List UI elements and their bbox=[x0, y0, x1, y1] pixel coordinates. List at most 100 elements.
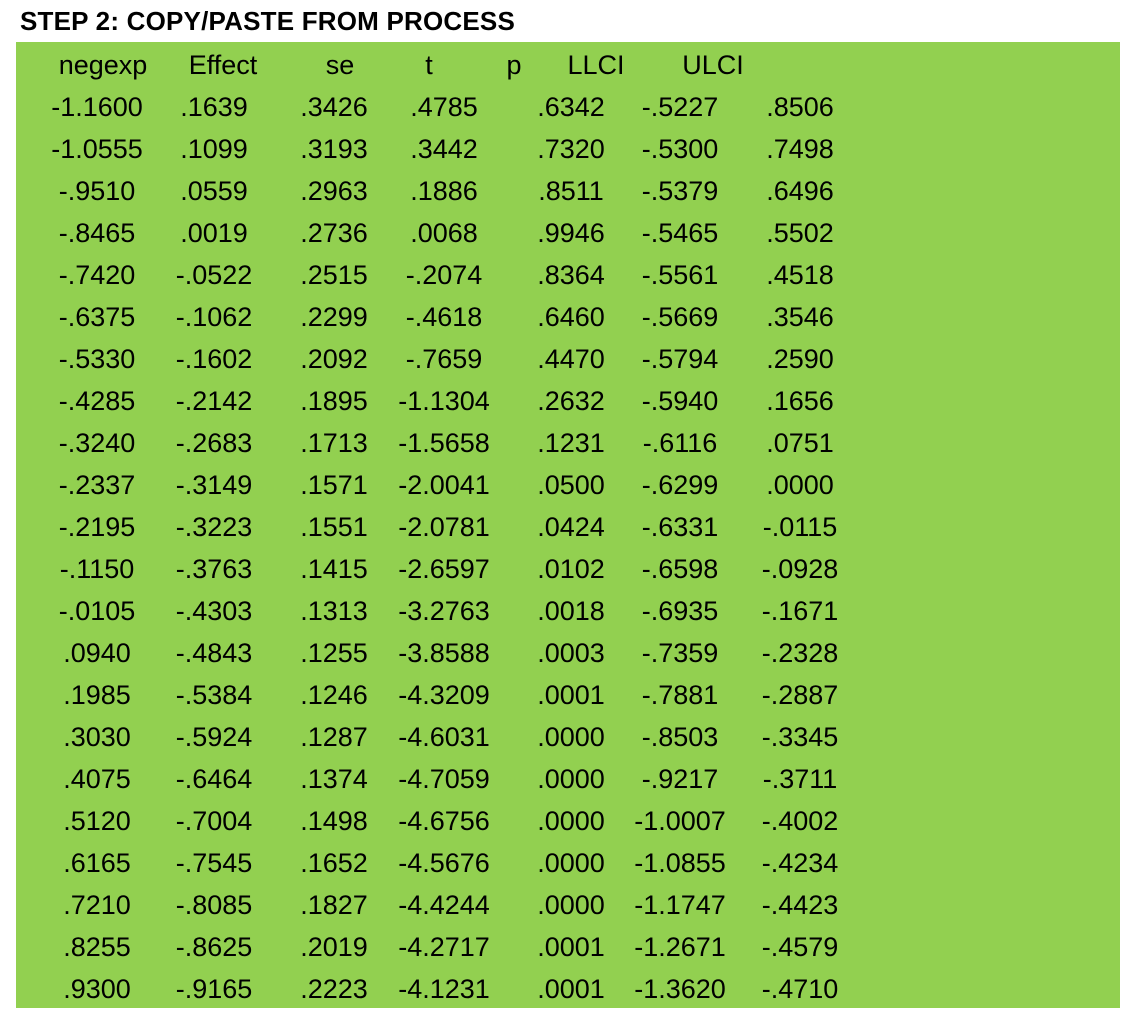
cell-t: -4.2717 bbox=[398, 932, 490, 962]
cell-negexp: -.2337 bbox=[58, 470, 136, 500]
cell-ulci: .2590 bbox=[766, 344, 834, 374]
cell-negexp: -.4285 bbox=[58, 386, 136, 416]
cell-se: .2515 bbox=[300, 260, 368, 290]
cell-t: -4.1231 bbox=[398, 974, 490, 1004]
cell-se: .1415 bbox=[300, 554, 368, 584]
cell-effect: -.4843 bbox=[175, 638, 253, 668]
cell-t: -2.0041 bbox=[398, 470, 490, 500]
cell-llci: -1.3620 bbox=[634, 974, 726, 1004]
cell-t: -4.5676 bbox=[398, 848, 490, 878]
cell-llci: -1.1747 bbox=[634, 890, 726, 920]
table-row: .8255 -.8625 .2019 -4.2717 .0001 -1.2671 -.457… bbox=[16, 926, 1120, 968]
cell-ulci: -.2887 bbox=[761, 680, 839, 710]
cell-se: .1827 bbox=[300, 890, 368, 920]
cell-effect: .1639 bbox=[180, 92, 248, 122]
header-ulci: ULCI bbox=[682, 50, 744, 80]
cell-se: .2299 bbox=[300, 302, 368, 332]
table-row: .0940 -.4843 .1255 -3.8588 .0003 -.7359 -.2328 bbox=[16, 632, 1120, 674]
process-output-table: negexp Effect se t p LLCI ULCI -1.1600 .1639 .34… bbox=[16, 42, 1120, 1008]
cell-llci: -.5300 bbox=[641, 134, 719, 164]
cell-llci: -.5465 bbox=[641, 218, 719, 248]
cell-negexp: -.7420 bbox=[58, 260, 136, 290]
cell-ulci: -.3345 bbox=[761, 722, 839, 752]
cell-llci: -.6935 bbox=[641, 596, 719, 626]
cell-llci: -1.2671 bbox=[634, 932, 726, 962]
cell-effect: -.2683 bbox=[175, 428, 253, 458]
cell-p: .8364 bbox=[537, 260, 605, 290]
cell-ulci: .4518 bbox=[766, 260, 834, 290]
cell-effect: -.7004 bbox=[175, 806, 253, 836]
cell-t: -1.1304 bbox=[398, 386, 490, 416]
table-row: .1985 -.5384 .1246 -4.3209 .0001 -.7881 -.2887 bbox=[16, 674, 1120, 716]
table-row: .9300 -.9165 .2223 -4.1231 .0001 -1.3620 -.471… bbox=[16, 968, 1120, 1010]
header-se: se bbox=[325, 50, 355, 80]
cell-llci: -1.0855 bbox=[634, 848, 726, 878]
cell-effect: -.9165 bbox=[175, 974, 253, 1004]
cell-ulci: -.4579 bbox=[761, 932, 839, 962]
cell-effect: -.1062 bbox=[175, 302, 253, 332]
cell-p: .1231 bbox=[537, 428, 605, 458]
table-row: -.9510 .0559 .2963 .1886 .8511 -.5379 .6496 bbox=[16, 170, 1120, 212]
cell-negexp: .9300 bbox=[63, 974, 131, 1004]
cell-effect: .0019 bbox=[180, 218, 248, 248]
table-row: -.0105 -.4303 .1313 -3.2763 .0018 -.6935 -.167… bbox=[16, 590, 1120, 632]
table-row: -.1150 -.3763 .1415 -2.6597 .0102 -.6598 -.092… bbox=[16, 548, 1120, 590]
cell-se: .2736 bbox=[300, 218, 368, 248]
cell-t: -4.4244 bbox=[398, 890, 490, 920]
cell-p: .0424 bbox=[537, 512, 605, 542]
cell-effect: -.4303 bbox=[175, 596, 253, 626]
cell-llci: -.7881 bbox=[641, 680, 719, 710]
table-row: -.2195 -.3223 .1551 -2.0781 .0424 -.6331 -.011… bbox=[16, 506, 1120, 548]
table-row: -.2337 -.3149 .1571 -2.0041 .0500 -.6299 .0000 bbox=[16, 464, 1120, 506]
cell-ulci: .0751 bbox=[766, 428, 834, 458]
cell-se: .1498 bbox=[300, 806, 368, 836]
cell-effect: -.6464 bbox=[175, 764, 253, 794]
cell-negexp: -.1150 bbox=[59, 554, 135, 584]
table-row: -.5330 -.1602 .2092 -.7659 .4470 -.5794 .2590 bbox=[16, 338, 1120, 380]
cell-negexp: -1.1600 bbox=[51, 92, 143, 122]
cell-ulci: .0000 bbox=[766, 470, 834, 500]
header-row: negexp Effect se t p LLCI ULCI bbox=[16, 44, 1120, 86]
table-row: -1.0555 .1099 .3193 .3442 .7320 -.5300 .7498 bbox=[16, 128, 1120, 170]
cell-negexp: -.0105 bbox=[58, 596, 136, 626]
cell-se: .1551 bbox=[300, 512, 368, 542]
cell-t: -.4618 bbox=[405, 302, 483, 332]
cell-effect: -.3223 bbox=[175, 512, 253, 542]
cell-ulci: -.2328 bbox=[761, 638, 839, 668]
cell-llci: -.5379 bbox=[641, 176, 719, 206]
cell-p: .0018 bbox=[537, 596, 605, 626]
cell-p: .0001 bbox=[537, 932, 605, 962]
cell-ulci: -.0928 bbox=[761, 554, 839, 584]
cell-effect: -.8625 bbox=[175, 932, 253, 962]
cell-t: -.7659 bbox=[405, 344, 483, 374]
header-effect: Effect bbox=[188, 50, 258, 80]
table-row: -.3240 -.2683 .1713 -1.5658 .1231 -.6116 .0751 bbox=[16, 422, 1120, 464]
cell-effect: -.5384 bbox=[175, 680, 253, 710]
cell-t: -4.7059 bbox=[398, 764, 490, 794]
cell-se: .1571 bbox=[300, 470, 368, 500]
cell-ulci: -.1671 bbox=[761, 596, 839, 626]
cell-effect: .0559 bbox=[180, 176, 248, 206]
cell-llci: -.5669 bbox=[641, 302, 719, 332]
table-row: -.6375 -.1062 .2299 -.4618 .6460 -.5669 .3546 bbox=[16, 296, 1120, 338]
cell-p: .4470 bbox=[537, 344, 605, 374]
cell-negexp: .3030 bbox=[63, 722, 131, 752]
cell-t: .1886 bbox=[410, 176, 478, 206]
cell-t: -4.6756 bbox=[398, 806, 490, 836]
table-row: -.7420 -.0522 .2515 -.2074 .8364 -.5561 .4518 bbox=[16, 254, 1120, 296]
cell-p: .2632 bbox=[537, 386, 605, 416]
cell-llci: -.5794 bbox=[641, 344, 719, 374]
cell-llci: -.6331 bbox=[641, 512, 719, 542]
table-row: .5120 -.7004 .1498 -4.6756 .0000 -1.0007 -.400… bbox=[16, 800, 1120, 842]
table-row: -.4285 -.2142 .1895 -1.1304 .2632 -.5940 .1656 bbox=[16, 380, 1120, 422]
cell-p: .6342 bbox=[537, 92, 605, 122]
cell-p: .7320 bbox=[537, 134, 605, 164]
cell-effect: -.5924 bbox=[175, 722, 253, 752]
cell-p: .0000 bbox=[537, 764, 605, 794]
cell-p: .0001 bbox=[537, 680, 605, 710]
cell-negexp: .6165 bbox=[63, 848, 131, 878]
cell-t: -4.6031 bbox=[398, 722, 490, 752]
cell-negexp: -.5330 bbox=[58, 344, 136, 374]
cell-t: -3.8588 bbox=[398, 638, 490, 668]
